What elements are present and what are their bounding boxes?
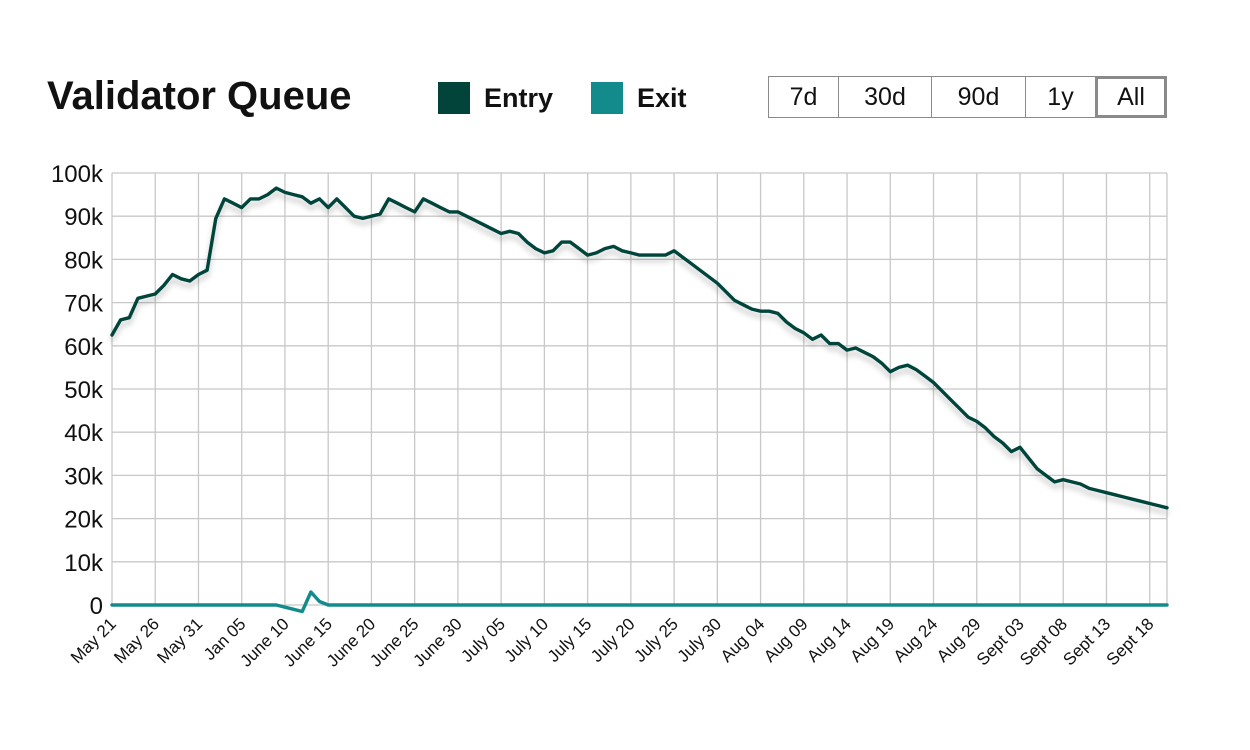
range-7d-button[interactable]: 7d (768, 76, 838, 118)
range-1y-button[interactable]: 1y (1025, 76, 1095, 118)
x-tick-label: July 05 (457, 614, 509, 666)
y-tick-label: 40k (64, 420, 104, 447)
legend-label-entry: Entry (484, 82, 554, 113)
y-tick-label: 20k (64, 507, 104, 534)
y-tick-label: 30k (64, 463, 104, 490)
x-tick-label: July 20 (587, 614, 639, 666)
time-range-selector: 7d 30d 90d 1y All (768, 76, 1167, 118)
range-30d-button[interactable]: 30d (838, 76, 931, 118)
y-tick-label: 70k (64, 291, 104, 318)
x-tick-label: July 10 (501, 614, 553, 666)
x-tick-label: May 26 (110, 614, 163, 667)
x-tick-label: May 31 (153, 614, 206, 667)
x-tick-label: July 25 (630, 614, 682, 666)
y-tick-label: 60k (64, 334, 104, 361)
y-tick-label: 90k (64, 204, 104, 231)
series-line-exit (110, 590, 1169, 614)
chart-title: Validator Queue (47, 74, 352, 118)
range-all-button[interactable]: All (1095, 76, 1167, 118)
series-line-entry (110, 186, 1169, 510)
x-tick-label: Sept 03 (973, 614, 1028, 669)
y-tick-label: 0 (90, 593, 103, 620)
legend-item-exit[interactable]: Exit (591, 82, 687, 114)
y-axis: 0 10k 20k 30k 40k 50k 60k 70k 80k 90k 100k (51, 161, 104, 620)
y-tick-label: 10k (64, 550, 104, 577)
x-tick-label: Aug 09 (760, 614, 812, 666)
x-tick-label: Aug 04 (717, 614, 769, 666)
x-tick-label: Sept 13 (1059, 614, 1114, 669)
y-tick-label: 50k (64, 377, 104, 404)
x-tick-label: Sept 08 (1016, 614, 1071, 669)
range-90d-button[interactable]: 90d (931, 76, 1025, 118)
grid (111, 172, 1168, 606)
y-tick-label: 100k (51, 161, 104, 188)
legend-swatch-entry (438, 82, 470, 114)
x-tick-label: Aug 19 (847, 614, 899, 666)
x-tick-label: July 15 (544, 614, 596, 666)
legend-label-exit: Exit (637, 82, 687, 113)
legend: Entry Exit (438, 82, 725, 114)
legend-item-entry[interactable]: Entry (438, 82, 553, 114)
x-tick-label: July 30 (674, 614, 726, 666)
x-tick-label: Sept 18 (1103, 614, 1158, 669)
x-tick-label: June 30 (410, 614, 466, 670)
series-lines (110, 186, 1169, 614)
y-tick-label: 80k (64, 247, 104, 274)
x-tick-label: Aug 24 (890, 614, 942, 666)
x-tick-label: Aug 14 (803, 614, 855, 666)
legend-swatch-exit (591, 82, 624, 114)
x-tick-label: May 21 (67, 614, 120, 667)
